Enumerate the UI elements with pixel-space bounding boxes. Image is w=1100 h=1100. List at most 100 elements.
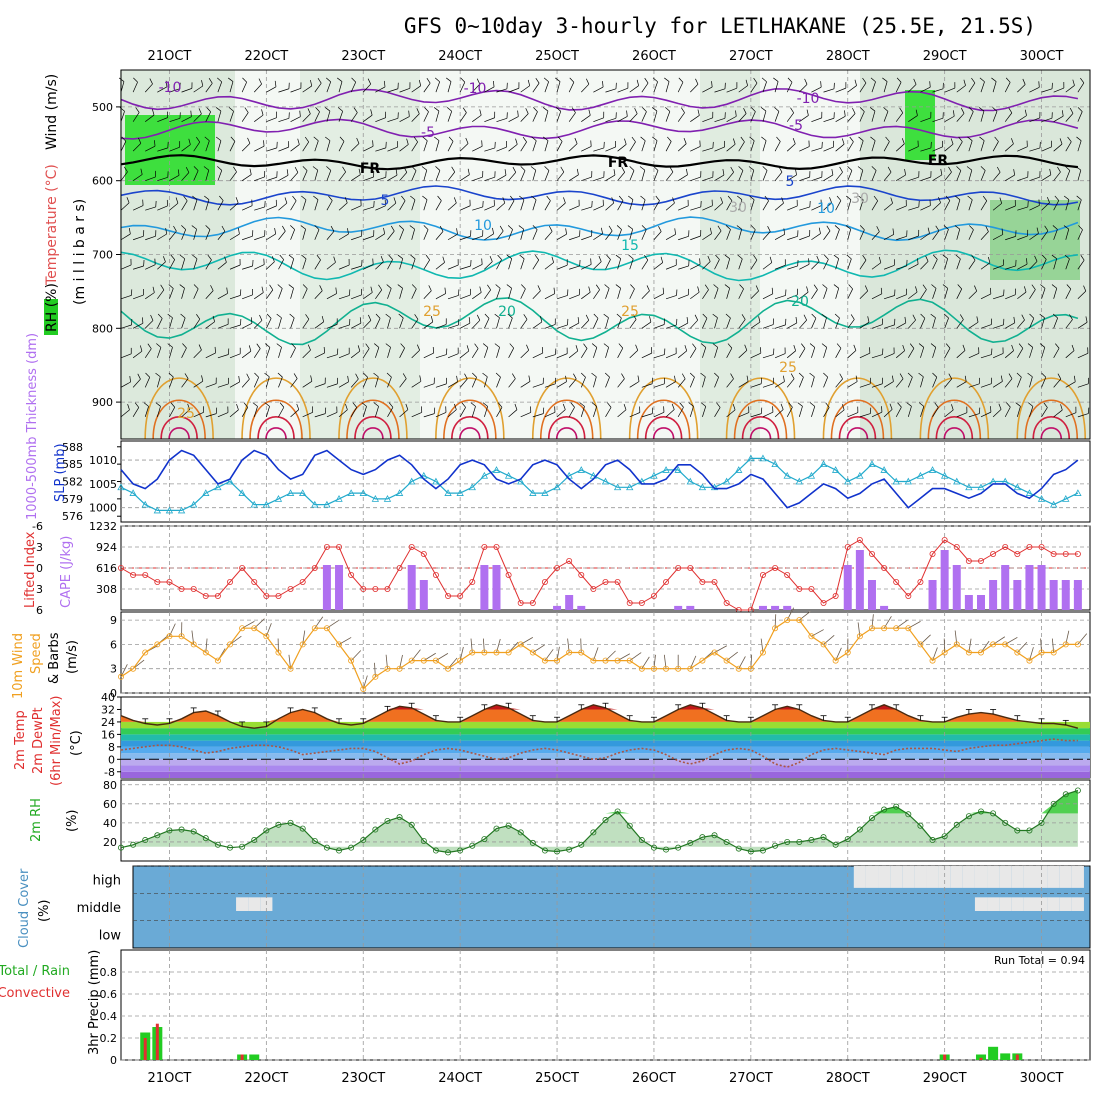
upper-wind-barb [278,288,283,299]
upper-wind-barb [1004,143,1014,152]
lifted-index-marker [917,579,924,586]
upper-wind-barb-flag [792,138,796,144]
thickness-marker [613,483,622,491]
upper-wind-barb [750,352,761,359]
upper-wind-barb-flag [725,225,731,230]
upper-wind-barb-flag [964,375,967,382]
upper-wind-barb-flag [844,110,846,117]
upper-wind-barb-flag [435,166,441,171]
upper-wind-barb-flag [821,313,827,318]
isotherm-warm-loop [555,427,578,440]
upper-wind-barb-flag [383,80,386,87]
upper-wind-barb [811,147,823,152]
upper-wind-barb [435,110,440,122]
upper-wind-barb [581,115,591,122]
temp-tick-label: 8 [108,741,115,754]
upper-wind-barb [338,171,346,181]
upper-wind-barb-flag [276,343,282,348]
upper-wind-barb-flag [864,285,868,292]
upper-wind-barb [205,290,214,300]
upper-wind-barb-flag [165,228,168,235]
upper-wind-barb-flag [1063,195,1070,200]
isotherm-warm-loop [628,377,699,440]
wind10m-speed-marker [675,665,682,672]
upper-wind-barb-flag [803,314,807,321]
temp-color-band [121,746,1090,754]
upper-wind-barb [871,293,882,300]
contour-label: FR [928,153,949,169]
upper-wind-barb [217,293,228,300]
upper-wind-barb-flag [434,77,440,83]
upper-wind-barb [217,231,226,240]
upper-wind-barb [726,116,737,122]
rh2m-marker [626,822,633,829]
wind10m-speed-marker [832,657,839,664]
upper-wind-barb [520,113,529,122]
upper-wind-barb [593,205,604,211]
upper-wind-barb [496,202,506,211]
upper-wind-barb [314,140,319,152]
upper-wind-barb [690,206,701,211]
upper-wind-barb-flag [535,77,540,84]
upper-wind-barb-flag [915,286,918,293]
upper-wind-barb-flag [699,258,701,265]
upper-wind-barb [1077,322,1088,329]
lifted-index-marker [808,586,815,593]
upper-wind-barb [399,200,406,211]
upper-wind-barb [678,265,689,270]
upper-wind-barb [532,259,540,270]
upper-wind-barb [629,141,636,152]
upper-wind-barb-flag [357,345,361,352]
upper-wind-barb [120,381,131,388]
upper-wind-barb [556,409,566,418]
upper-wind-barb [411,141,418,152]
upper-wind-barb-flag [549,225,553,232]
upper-wind-barb-flag [235,197,239,203]
upper-wind-barb-flag [793,345,797,351]
upper-wind-barb-flag [451,166,456,173]
upper-wind-barb [617,144,627,152]
wind10m-speed-marker [723,657,730,664]
lifted-index-marker [578,572,585,579]
upper-wind-barb [472,320,481,329]
upper-wind-barb-flag [943,313,949,319]
cape-bar [407,565,416,610]
upper-wind-barb-flag [207,254,212,261]
upper-wind-barb [956,170,962,181]
upper-wind-barb [435,293,446,300]
upper-wind-barb [653,110,658,122]
upper-wind-barb [992,141,999,152]
upper-wind-barb-flag [133,77,138,83]
upper-wind-barb [435,140,440,152]
thickness-tick-label: 588 [62,441,83,454]
upper-wind-barb [665,141,672,152]
upper-wind-barb [447,81,452,93]
upper-wind-barb-flag [715,254,720,260]
upper-wind-barb [399,409,409,418]
upper-wind-barb [532,383,544,388]
upper-wind-barb-flag [889,403,893,410]
upper-wind-barb [799,84,808,93]
bottom-date-label: 30OCT [1020,1071,1064,1086]
upper-wind-barb [908,291,918,300]
cape-bar [964,595,973,610]
upper-wind-barb [326,412,338,418]
rh2m-marker [432,847,439,854]
upper-wind-barb-flag [623,403,627,410]
freezing-line [120,154,1079,171]
upper-wind-barb-flag [727,343,733,349]
upper-wind-barb [266,86,277,93]
upper-wind-barb [363,176,374,182]
thickness-marker [141,500,149,508]
upper-wind-barb-flag [678,77,684,83]
upper-wind-barb [362,377,368,388]
wind10m-speed-marker [336,641,343,648]
upper-wind-barb-flag [540,316,543,323]
wind10m-speed-marker [638,665,645,672]
upper-wind-barb [665,233,676,241]
upper-wind-barb [302,141,310,152]
upper-wind-barb [690,235,701,241]
upper-wind-barb-flag [809,343,815,348]
upper-wind-barb [847,141,854,152]
